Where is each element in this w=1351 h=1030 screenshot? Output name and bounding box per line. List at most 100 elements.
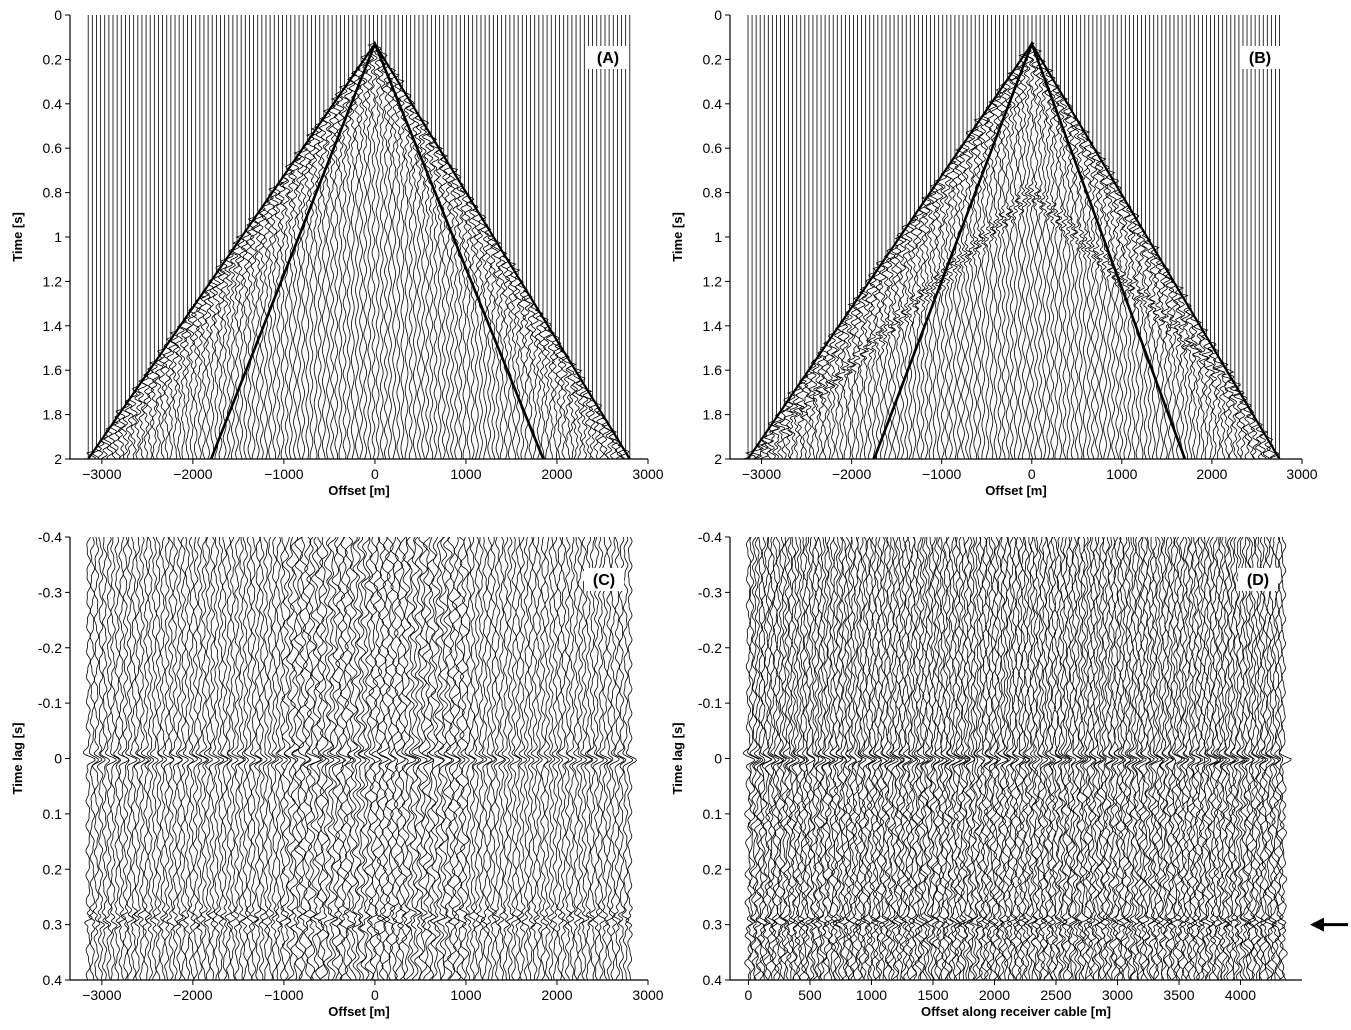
x-tick-label-d-7: 3500: [1163, 987, 1194, 1003]
trace-d-171: [1255, 537, 1266, 980]
trace-b-80: [1067, 15, 1077, 459]
trace-b-67: [1015, 15, 1026, 459]
trace-d-170: [1251, 537, 1264, 980]
trace-c-57: [317, 537, 330, 980]
traces-b: [743, 15, 1281, 459]
trace-c-115: [557, 537, 570, 980]
trace-d-151: [1195, 537, 1209, 980]
y-axis-label-b: Time [s]: [670, 212, 685, 262]
trace-a-92: [464, 15, 475, 459]
trace-d-137: [1153, 537, 1164, 980]
trace-c-119: [576, 537, 587, 980]
trace-c-68: [364, 537, 375, 980]
trace-a-118: [572, 15, 582, 459]
trace-b-102: [1155, 15, 1167, 459]
trace-c-33: [219, 537, 231, 980]
trace-a-40: [247, 15, 259, 459]
trace-d-148: [1186, 537, 1196, 980]
trace-c-75: [392, 537, 406, 980]
x-tick-label-c-1: −2000: [173, 987, 213, 1003]
trace-c-63: [343, 537, 356, 980]
y-tick-label-b-1: 0.2: [703, 51, 723, 67]
trace-c-85: [433, 537, 446, 980]
trace-d-85: [998, 537, 1009, 980]
trace-d-145: [1176, 537, 1189, 980]
trace-d-89: [1009, 537, 1020, 980]
trace-d-36: [851, 537, 863, 980]
trace-c-9: [120, 537, 130, 980]
trace-a-19: [162, 15, 173, 459]
trace-b-55: [965, 15, 977, 459]
trace-d-98: [1037, 537, 1049, 980]
trace-a-78: [404, 15, 415, 459]
trace-a-21: [169, 15, 180, 459]
trace-d-30: [832, 537, 844, 980]
trace-a-11: [128, 15, 138, 459]
trace-d-116: [1090, 537, 1102, 980]
trace-d-79: [980, 537, 992, 980]
trace-b-35: [885, 15, 896, 459]
trace-d-155: [1206, 537, 1221, 980]
trace-b-108: [1181, 15, 1192, 459]
y-tick-label-a-0: 0: [54, 7, 62, 23]
trace-b-129: [1266, 15, 1276, 459]
trace-a-49: [285, 15, 296, 459]
trace-b-131: [1277, 15, 1280, 459]
trace-d-15: [788, 537, 800, 980]
trace-c-15: [145, 537, 155, 980]
trace-a-74: [389, 15, 400, 459]
trace-c-13: [136, 537, 149, 980]
trace-a-93: [468, 15, 479, 459]
trace-b-32: [872, 15, 883, 459]
trace-c-125: [599, 537, 612, 980]
trace-c-110: [538, 537, 549, 980]
trace-d-86: [1000, 537, 1011, 980]
trace-d-159: [1218, 537, 1230, 980]
trace-b-76: [1052, 15, 1062, 459]
trace-b-99: [1143, 15, 1155, 459]
trace-a-121: [583, 15, 594, 459]
trace-d-17: [793, 537, 805, 980]
y-tick-label-b-7: 1.4: [703, 318, 723, 334]
y-tick-label-a-10: 2: [54, 451, 62, 467]
trace-d-45: [879, 537, 890, 980]
trace-c-77: [401, 537, 417, 980]
trace-b-79: [1063, 15, 1073, 459]
trace-b-104: [1164, 15, 1175, 459]
trace-d-95: [1027, 537, 1037, 980]
trace-a-27: [194, 15, 206, 459]
trace-b-56: [970, 15, 981, 459]
trace-a-3: [95, 15, 105, 459]
trace-d-6: [761, 537, 773, 980]
trace-b-116: [1212, 15, 1225, 459]
trace-b-64: [1002, 15, 1012, 459]
trace-a-38: [240, 15, 252, 459]
trace-c-130: [621, 537, 634, 980]
trace-b-25: [844, 15, 856, 459]
trace-c-44: [267, 537, 277, 980]
trace-b-90: [1108, 15, 1119, 459]
trace-a-59: [328, 15, 338, 459]
trace-a-112: [546, 15, 556, 459]
trace-b-27: [852, 15, 862, 459]
trace-c-35: [227, 537, 239, 980]
trace-a-94: [471, 15, 481, 459]
trace-c-81: [417, 537, 432, 980]
trace-d-42: [868, 537, 882, 980]
trace-a-108: [530, 15, 540, 459]
trace-b-1: [744, 15, 756, 459]
trace-b-12: [791, 15, 803, 459]
trace-c-4: [100, 537, 111, 980]
y-tick-label-d-4: 0: [714, 751, 722, 767]
trace-b-100: [1148, 15, 1160, 459]
trace-a-100: [498, 15, 508, 459]
y-tick-label-a-7: 1.4: [43, 318, 63, 334]
trace-b-22: [832, 15, 843, 459]
trace-a-96: [480, 15, 490, 459]
trace-a-77: [402, 15, 412, 459]
trace-d-131: [1135, 537, 1147, 980]
trace-d-32: [838, 537, 849, 980]
trace-b-98: [1140, 15, 1152, 459]
trace-d-68: [946, 537, 961, 980]
trace-a-76: [397, 15, 408, 459]
